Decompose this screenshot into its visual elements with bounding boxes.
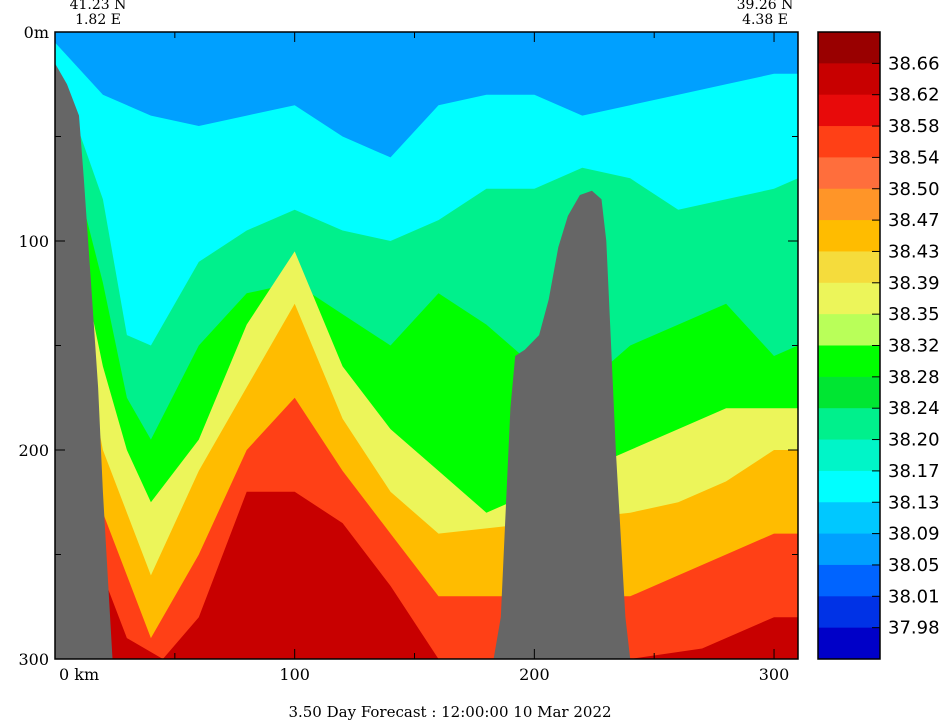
colorbar-label: 38.62 <box>888 85 940 106</box>
colorbar-label: 38.54 <box>888 147 940 168</box>
colorbar-swatch <box>818 408 880 441</box>
colorbar-swatch <box>818 470 880 503</box>
colorbar-swatch <box>818 32 880 64</box>
corner-left-lon: 1.82 E <box>75 12 121 28</box>
colorbar-label: 38.01 <box>888 586 940 607</box>
colorbar-swatch <box>818 345 880 378</box>
x-tick-label: 100 <box>279 665 310 684</box>
colorbar-label: 38.58 <box>888 116 940 137</box>
colorbar-label: 38.32 <box>888 336 940 357</box>
colorbar-swatch <box>818 376 880 409</box>
colorbar-label: 38.05 <box>888 555 940 576</box>
y-tick-label: 0m <box>24 23 49 42</box>
colorbar-label: 37.98 <box>888 618 940 639</box>
colorbar-label: 38.20 <box>888 430 940 451</box>
x-tick-label: 300 <box>759 665 790 684</box>
colorbar-swatch <box>818 157 880 190</box>
colorbar-swatch <box>818 533 880 566</box>
y-tick-label: 200 <box>18 441 49 460</box>
colorbar-swatch <box>818 94 880 127</box>
colorbar-label: 38.28 <box>888 367 940 388</box>
colorbar-swatch <box>818 282 880 315</box>
colorbar-swatch <box>818 63 880 96</box>
chart-title: 3.50 Day Forecast : 12:00:00 10 Mar 2022 <box>288 703 611 721</box>
colorbar-label: 38.47 <box>888 210 940 231</box>
colorbar-swatch <box>818 251 880 284</box>
colorbar-label: 38.39 <box>888 273 940 294</box>
corner-right-lon: 4.38 E <box>742 12 788 28</box>
colorbar-swatch <box>818 314 880 346</box>
y-tick-label: 100 <box>18 232 49 251</box>
colorbar-label: 38.17 <box>888 461 940 482</box>
x-tick-label: 200 <box>519 665 550 684</box>
colorbar-label: 38.43 <box>888 241 940 262</box>
colorbar-swatch <box>818 502 880 535</box>
plot-area <box>54 31 799 660</box>
colorbar-swatch <box>818 596 880 629</box>
colorbar-label: 38.50 <box>888 179 940 200</box>
colorbar-swatch <box>818 220 880 252</box>
colorbar-label: 38.66 <box>888 53 940 74</box>
colorbar-label: 38.24 <box>888 398 940 419</box>
seamount-land <box>493 190 631 659</box>
axes: 0m 100 200 300 0 km 100 200 300 <box>18 23 798 684</box>
colorbar-swatch <box>818 439 880 472</box>
colorbar-swatch <box>818 627 880 660</box>
coastal-slope-land <box>55 63 113 659</box>
x-tick-label: 0 km <box>59 665 99 684</box>
colorbar: 38.66 38.62 38.58 38.54 38.50 38.47 38.43 38.39… <box>817 31 940 660</box>
colorbar-label: 38.35 <box>888 304 940 325</box>
colorbar-label: 38.13 <box>888 492 940 513</box>
colorbar-swatch <box>818 188 880 221</box>
salinity-band-38.62 <box>55 408 798 659</box>
corner-right-lat: 39.26 N <box>737 0 794 13</box>
colorbar-label: 38.09 <box>888 524 940 545</box>
colorbar-swatch <box>818 126 880 158</box>
y-tick-label: 300 <box>18 650 49 669</box>
colorbar-swatch <box>818 564 880 597</box>
corner-left-lat: 41.23 N <box>70 0 127 13</box>
